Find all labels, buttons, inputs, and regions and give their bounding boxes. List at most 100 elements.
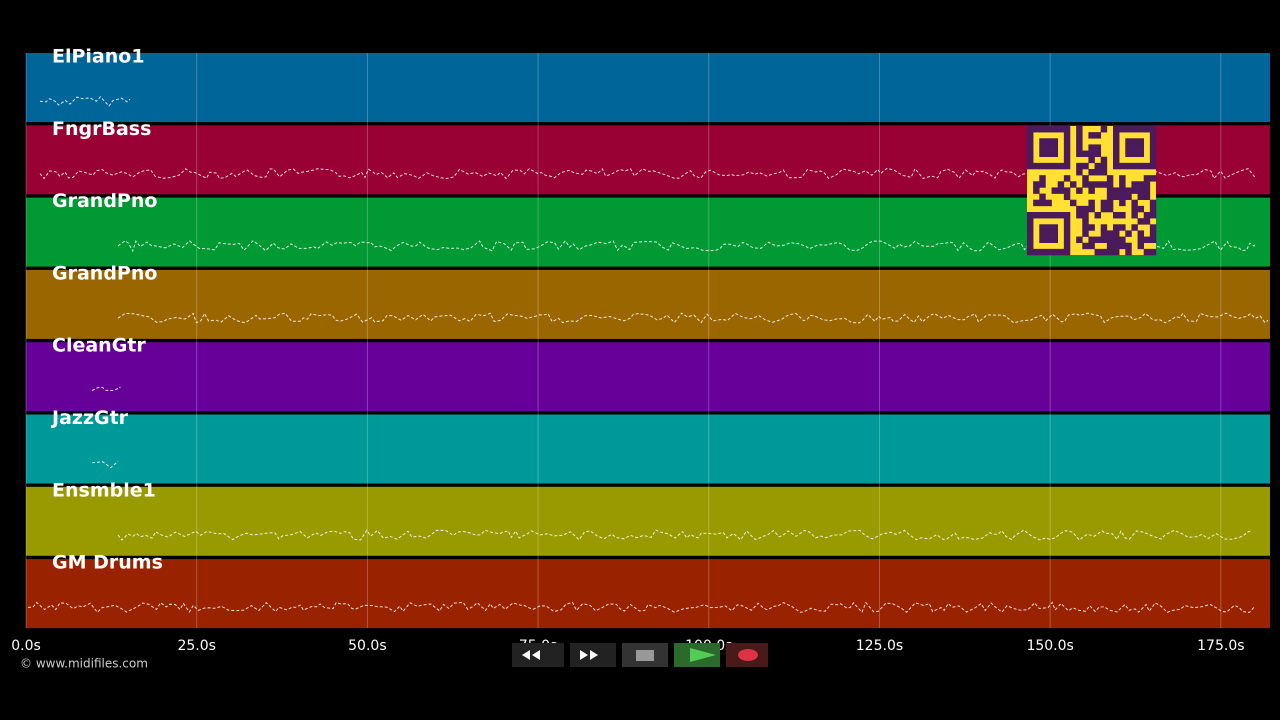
qr-cell [1045,162,1052,170]
qr-cell [1088,144,1095,151]
qr-cell [1125,248,1132,256]
qr-cell [1088,199,1095,207]
track-name: GrandPno [52,190,157,212]
qr-cell [1119,199,1126,207]
qr-cell [1149,132,1157,139]
qr-cell [1039,162,1046,170]
qr-cell [1045,199,1052,207]
qr-cell [1149,212,1157,219]
qr-cell [1113,230,1120,237]
qr-cell [1131,162,1138,170]
qr-cell [1033,181,1040,188]
qr-cell [1100,205,1108,213]
qr-cell [1100,126,1108,133]
qr-cell [1106,181,1114,188]
qr-cell [1149,248,1157,256]
qr-cell [1039,212,1046,219]
qr-cell [1051,126,1059,133]
qr-cell [1063,242,1071,250]
tick-label: 0.0s [11,638,41,654]
tick-label: 150.0s [1026,638,1073,654]
qr-cell [1143,236,1151,244]
track-name: FngrBass [52,118,151,140]
track-lane [26,269,1270,339]
qr-cell [1027,144,1034,151]
qr-cell [1106,175,1114,182]
qr-cell [1131,224,1138,231]
qr-cell [1143,175,1151,182]
qr-cell [1045,212,1052,219]
qr-cell [1057,181,1065,188]
qr-cell [1131,150,1138,158]
qr-cell [1051,144,1059,151]
rewind-icon [522,650,540,660]
qr-cell [1063,126,1071,133]
play-icon [690,648,716,662]
qr-cell [1149,156,1157,164]
qr-cell [1094,132,1102,139]
qr-cell [1131,138,1138,145]
qr-cell [1027,156,1034,164]
qr-cell [1119,175,1126,182]
qr-cell [1027,126,1034,133]
tick-label: 50.0s [348,638,386,654]
qr-cell [1125,230,1132,237]
qr-cell [1149,199,1157,207]
qr-cell [1082,205,1089,213]
qr-cell [1039,248,1046,256]
qr-cell [1113,236,1120,244]
qr-cell [1131,205,1138,213]
qr-cell [1045,150,1052,158]
qr-cell [1137,193,1145,201]
qr-cell [1051,138,1059,145]
qr-cell [1131,126,1138,133]
qr-cell [1149,162,1157,170]
qr-cell [1106,193,1114,201]
qr-cell [1033,248,1040,256]
qr-cell [1125,193,1132,201]
note-trace [91,386,121,392]
qr-cell [1039,126,1046,133]
qr-cell [1094,212,1102,219]
qr-cell [1063,212,1071,219]
qr-cell [1149,150,1157,158]
qr-cell [1113,144,1120,151]
qr-cell [1113,132,1120,139]
qr-cell [1106,236,1114,244]
copyright: © www.midifiles.com [20,657,148,671]
qr-cell [1039,150,1046,158]
qr-cell [1051,162,1059,170]
qr-cell [1149,205,1157,213]
qr-cell [1119,162,1126,170]
qr-cell [1113,187,1120,194]
qr-cell [1082,230,1089,237]
qr-cell [1063,156,1071,164]
qr-cell [1137,218,1145,225]
qr-cell [1027,230,1034,237]
track-name: JazzGtr [50,407,129,429]
qr-cell [1045,248,1052,256]
qr-cell [1125,138,1132,145]
qr-cell [1082,224,1089,231]
qr-cell [1143,162,1151,170]
qr-cell [1100,169,1108,176]
qr-cell [1063,162,1071,170]
qr-cell [1082,162,1089,170]
qr-cell [1149,224,1157,231]
qr-cell [1076,169,1083,176]
qr-cell [1033,126,1040,133]
note-trace [91,461,119,469]
qr-cell [1137,181,1145,188]
qr-cell [1063,187,1071,194]
qr-cell [1137,230,1145,237]
track-lane [26,559,1270,629]
qr-cell [1039,144,1046,151]
transport-controls [512,643,768,667]
qr-cell [1143,193,1151,201]
qr-cell [1088,132,1095,139]
qr-cell [1106,248,1114,256]
qr-cell [1100,156,1108,164]
qr-cell [1063,132,1071,139]
qr-cell [1076,187,1083,194]
